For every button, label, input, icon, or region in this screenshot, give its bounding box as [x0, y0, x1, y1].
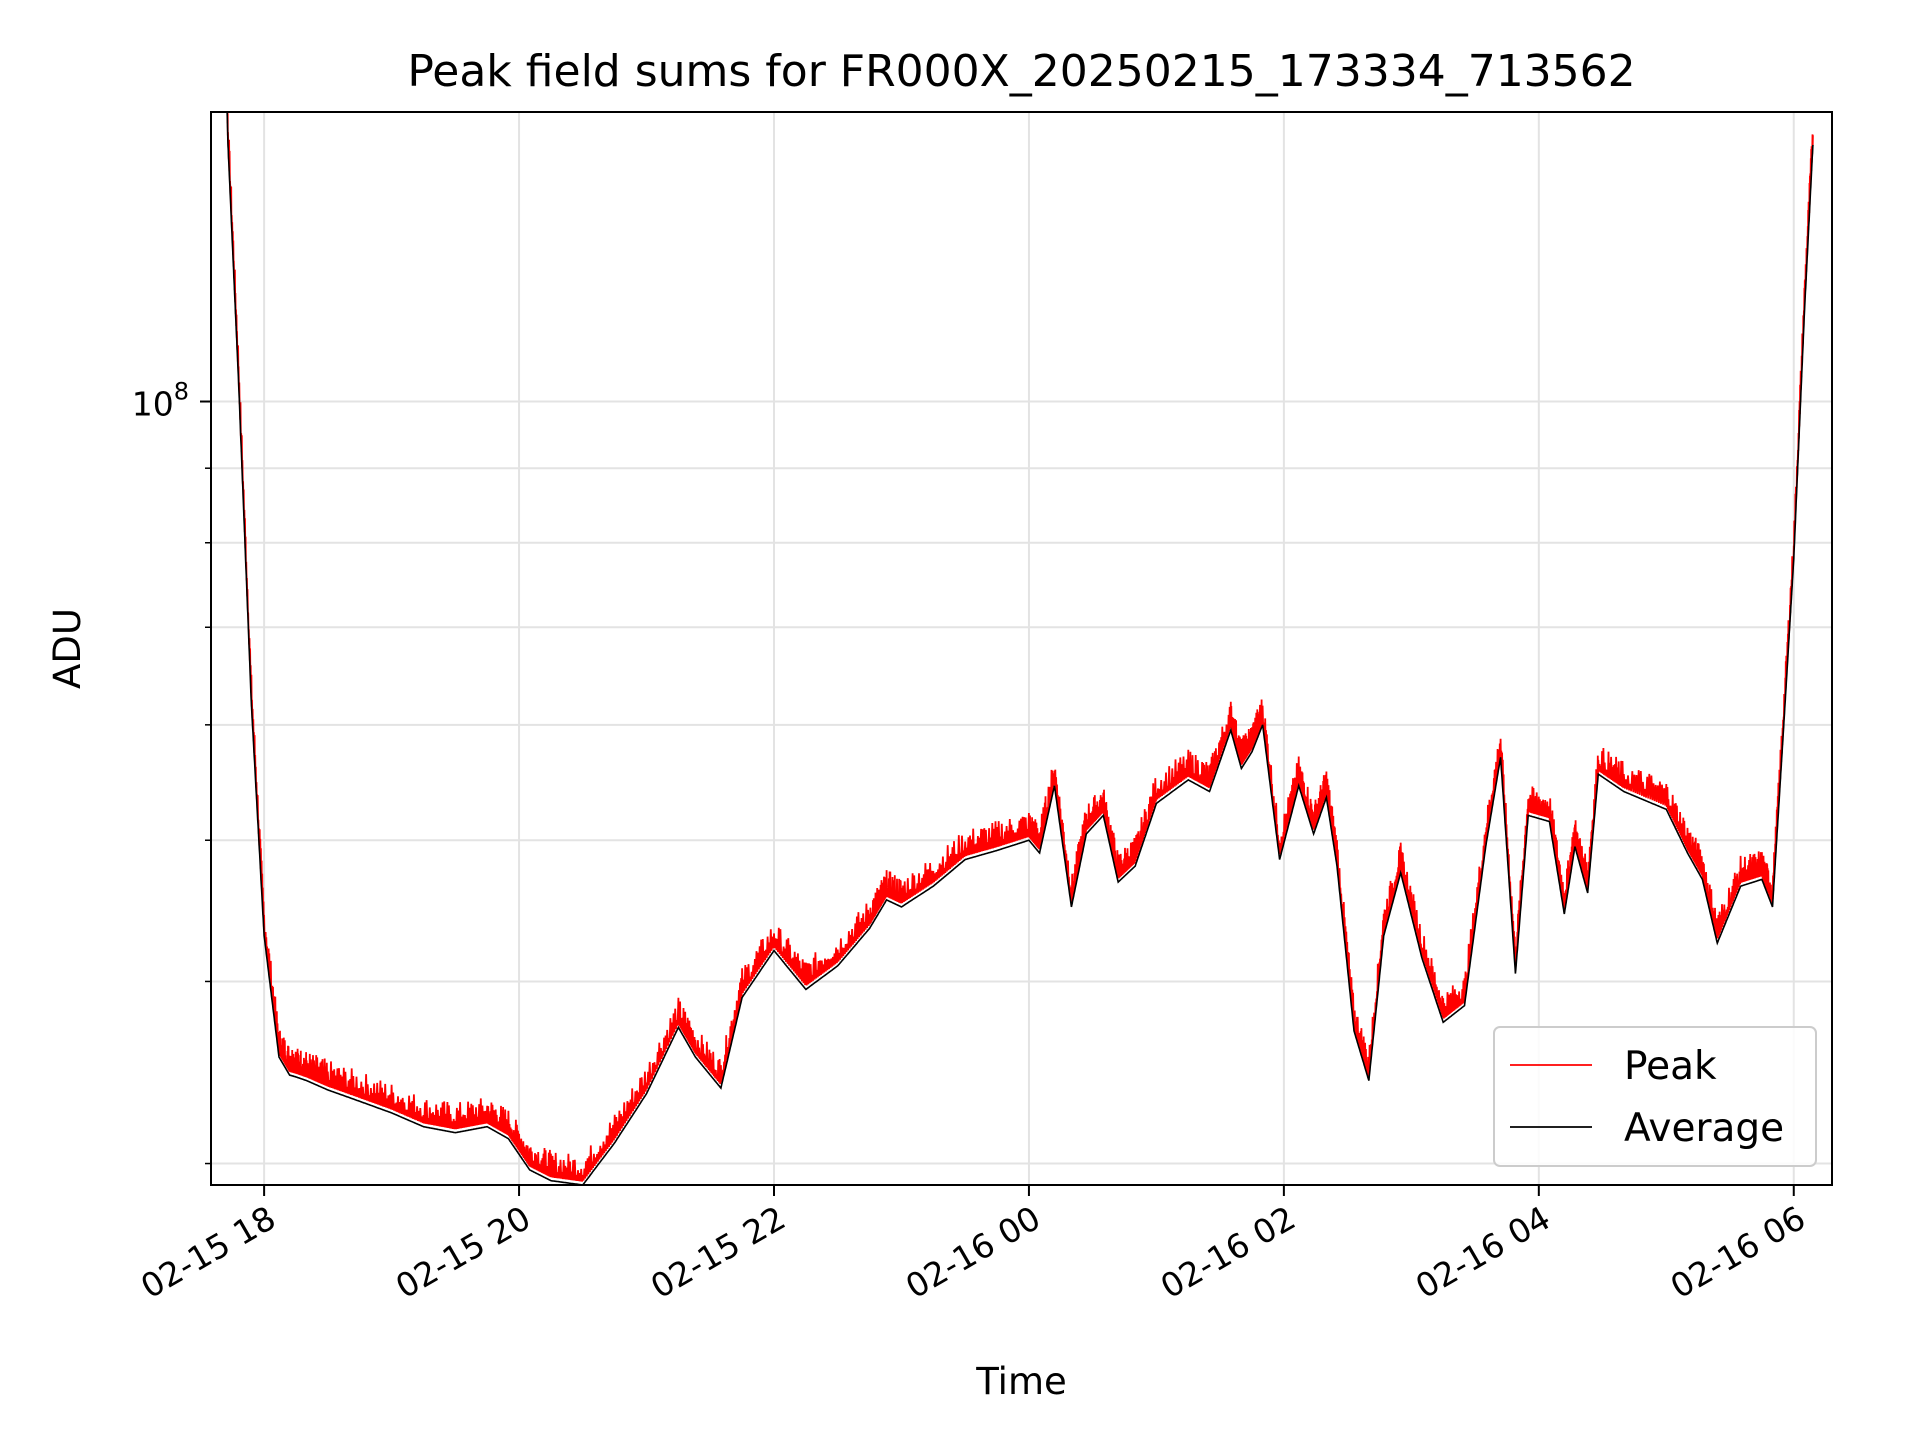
series-line-average: [226, 112, 1814, 1185]
x-tick-label: 02-16 06: [1664, 1198, 1812, 1306]
x-tick-label: 02-16 04: [1409, 1198, 1557, 1306]
x-tick-label: 02-15 22: [644, 1198, 792, 1306]
y-axis-label: ADU: [46, 608, 89, 689]
x-tick-label: 02-16 02: [1154, 1198, 1302, 1306]
legend-label-peak: Peak: [1624, 1044, 1717, 1089]
x-tick-label: 02-15 18: [134, 1198, 282, 1306]
chart-title: Peak field sums for FR000X_20250215_1733…: [407, 46, 1635, 97]
legend-box: [1493, 1026, 1817, 1167]
legend-label-average: Average: [1624, 1106, 1784, 1151]
x-axis-label: Time: [975, 1360, 1067, 1403]
x-tick-label: 02-15 20: [389, 1198, 537, 1306]
legend: Peak Average: [1493, 1026, 1817, 1167]
y-tick-label: 108: [132, 378, 189, 424]
y-axis: 108: [132, 378, 211, 1165]
series-line-peak: [226, 112, 1814, 1182]
x-axis: 02-15 18 02-15 20 02-15 22 02-16 00 02-16 02…: [134, 1185, 1812, 1306]
x-tick-label: 02-16 00: [899, 1198, 1047, 1306]
plot-frame: [210, 111, 1833, 1186]
grid: [211, 112, 1832, 1185]
plot-area: [226, 112, 1814, 1185]
